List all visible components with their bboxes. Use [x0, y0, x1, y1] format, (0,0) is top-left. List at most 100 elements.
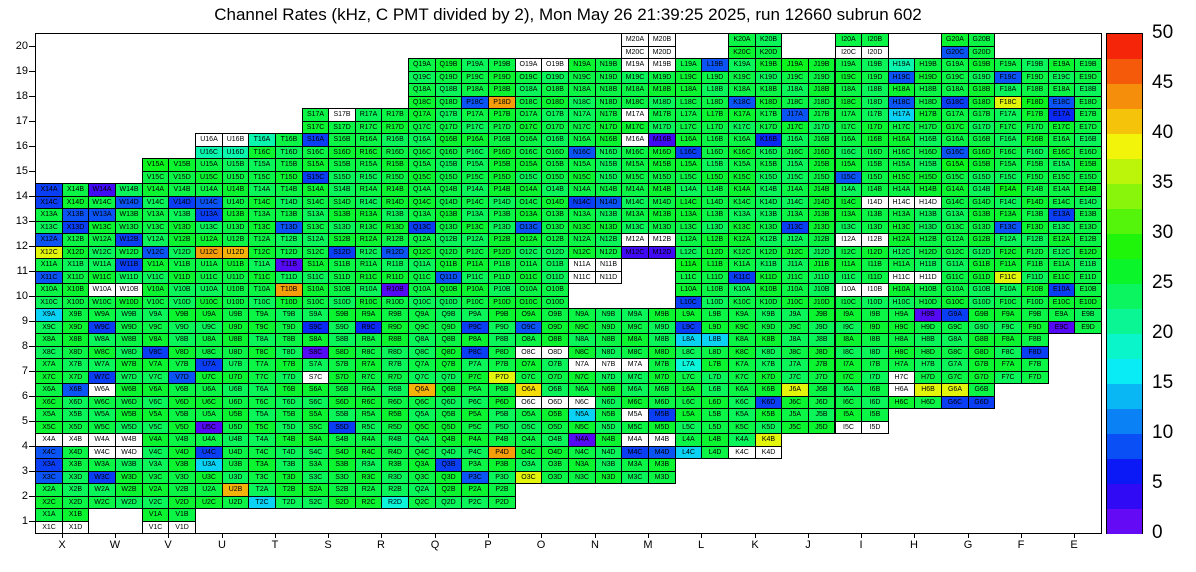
x-axis-label: H	[910, 539, 918, 551]
heatmap-cell: W11A	[88, 258, 116, 272]
heatmap-cell: V4B	[168, 433, 196, 447]
heatmap-cell: O9A	[515, 308, 542, 322]
heatmap-cell: P2D	[488, 496, 516, 509]
heatmap-cell: J14B	[808, 183, 835, 197]
colorbar-tick-label: 30	[1152, 222, 1174, 243]
heatmap-cell: O6B	[541, 383, 569, 397]
heatmap-cell: K19B	[755, 58, 782, 72]
heatmap-cell: H13A	[888, 208, 915, 222]
y-axis-label: 8	[21, 340, 28, 352]
heatmap-cell: M3C	[621, 471, 649, 484]
heatmap-cell: U16B	[222, 133, 249, 147]
heatmap-cell: P15A	[461, 158, 489, 172]
heatmap-cell: T4A	[248, 433, 276, 447]
heatmap-cell: K7A	[728, 358, 756, 372]
heatmap-cell: F12A	[994, 233, 1022, 247]
heatmap-cell: J10A	[781, 283, 809, 297]
colorbar-tick-label: 20	[1152, 322, 1174, 343]
heatmap-cell: S8B	[328, 333, 356, 347]
x-axis-tick	[488, 533, 489, 538]
heatmap-cell: Q2D	[435, 496, 462, 509]
heatmap-cell: W12B	[115, 233, 143, 247]
heatmap-cell: M19B	[648, 58, 676, 72]
heatmap-cell: V14A	[142, 183, 169, 197]
heatmap-cell: J18A	[781, 83, 809, 97]
heatmap-cell: N12A	[568, 233, 596, 247]
heatmap-cell: L11A	[675, 258, 702, 272]
heatmap-cell: O10A	[515, 283, 542, 297]
heatmap-cell: L12B	[701, 233, 729, 247]
x-axis-tick	[168, 533, 169, 538]
heatmap-cell: V14B	[168, 183, 196, 197]
heatmap-cell: R14A	[355, 183, 382, 197]
heatmap-cell: X10B	[62, 283, 89, 297]
heatmap-cell: V4A	[142, 433, 169, 447]
heatmap-cell: G15B	[968, 158, 995, 172]
heatmap-cell: S14B	[328, 183, 356, 197]
colorbar-segment	[1107, 84, 1142, 109]
heatmap-cell: J8D	[808, 346, 835, 359]
heatmap-cell: J9B	[808, 308, 835, 322]
x-axis-tick	[222, 533, 223, 538]
heatmap-cell: K20A	[728, 33, 756, 47]
colorbar-tick-label: 10	[1152, 422, 1174, 443]
heatmap-cell: K15B	[755, 158, 782, 172]
heatmap-cell: O6A	[515, 383, 542, 397]
heatmap-cell: N13A	[568, 208, 596, 222]
heatmap-cell: Q17A	[408, 108, 436, 122]
heatmap-cell: E13B	[1074, 208, 1102, 222]
heatmap-cell: K14B	[755, 183, 782, 197]
heatmap-cell: S15B	[328, 158, 356, 172]
heatmap-cell: T12A	[248, 233, 276, 247]
heatmap-cell: P3A	[461, 458, 489, 472]
heatmap-cell: N11B	[595, 258, 622, 272]
heatmap-cell: I10A	[835, 283, 862, 297]
y-axis-label: 15	[15, 165, 28, 177]
heatmap-cell: M17B	[648, 108, 676, 122]
heatmap-cell: S5A	[302, 408, 329, 422]
chart-title: Channel Rates (kHz, C PMT divided by 2),…	[214, 5, 922, 24]
heatmap-cell: F14A	[994, 183, 1022, 197]
heatmap-cell: K17A	[728, 108, 756, 122]
heatmap-cell: K19A	[728, 58, 756, 72]
heatmap-cell: I12A	[835, 233, 862, 247]
heatmap-cell: U10A	[195, 283, 223, 297]
heatmap-cell: J5A	[781, 408, 809, 422]
heatmap-cell: E16A	[1048, 133, 1075, 147]
x-axis-label: F	[1017, 539, 1025, 551]
heatmap-cell: R8B	[381, 333, 409, 347]
heatmap-cell: O8A	[515, 333, 542, 347]
heatmap-cell: S2B	[328, 483, 356, 497]
heatmap-cell: P4A	[461, 433, 489, 447]
y-axis-tick	[29, 46, 35, 47]
heatmap-cell: V2A	[142, 483, 169, 497]
heatmap-cell: W7A	[88, 358, 116, 372]
heatmap-cell: O17B	[541, 108, 569, 122]
heatmap-cell: U15A	[195, 158, 223, 172]
heatmap-cell: L12A	[675, 233, 702, 247]
y-axis-tick	[29, 346, 35, 347]
heatmap-cell: I9A	[835, 308, 862, 322]
heatmap-cell: E9A	[1048, 308, 1075, 322]
x-axis-tick	[541, 533, 542, 538]
heatmap-cell: L6B	[701, 383, 729, 397]
heatmap-cell: P2C	[461, 496, 489, 509]
heatmap-cell: N17A	[568, 108, 596, 122]
heatmap-cell: U7A	[195, 358, 223, 372]
heatmap-cell: M3B	[648, 458, 676, 472]
heatmap-cell: K11A	[728, 258, 756, 272]
heatmap-cell: P5A	[461, 408, 489, 422]
heatmap-cell: V5B	[168, 408, 196, 422]
x-axis-label: V	[164, 539, 172, 551]
heatmap-cell: O7B	[541, 358, 569, 372]
heatmap-cell: X2B	[62, 483, 89, 497]
heatmap-cell: Q2B	[435, 483, 462, 497]
heatmap-cell: M18B	[648, 83, 676, 97]
heatmap-cell: P18B	[488, 83, 516, 97]
x-axis-label: P	[484, 539, 492, 551]
heatmap-cell: I5D	[861, 421, 889, 434]
x-axis-label: M	[643, 539, 653, 551]
heatmap-cell: K17B	[755, 108, 782, 122]
heatmap-cell: J6A	[781, 383, 809, 397]
heatmap-cell: G8B	[968, 333, 995, 347]
